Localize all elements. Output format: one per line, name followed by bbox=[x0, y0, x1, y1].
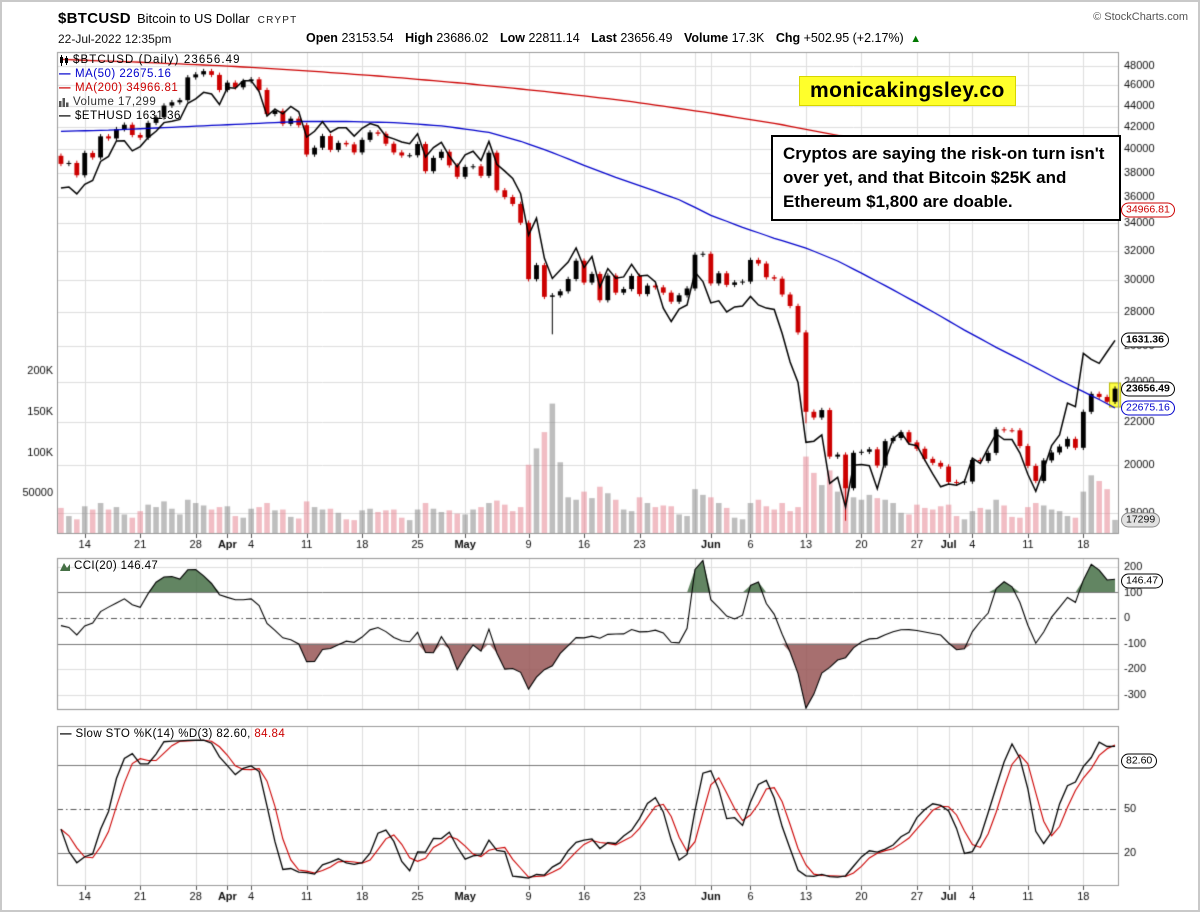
quote-high-label: High bbox=[405, 31, 433, 45]
up-arrow-icon: ▲ bbox=[910, 33, 922, 45]
volume-bars-icon bbox=[59, 97, 69, 107]
quote-last-label: Last bbox=[591, 31, 617, 45]
tag-ma200: 34966.81 bbox=[1121, 202, 1175, 218]
candlestick-icon bbox=[59, 54, 69, 66]
chart-datetime: 22-Jul-2022 12:35pm bbox=[58, 32, 172, 46]
quote-volume-value: 17.3K bbox=[731, 31, 765, 45]
quote-open-value: 23153.54 bbox=[341, 31, 394, 45]
cci-icon bbox=[60, 562, 70, 571]
tag-last: 23656.49 bbox=[1121, 381, 1175, 397]
legend-volume-text: Volume 17,299 bbox=[73, 96, 157, 108]
tag-ma50: 22675.16 bbox=[1121, 400, 1175, 416]
legend-ma200-row: — MA(200) 34966.81 bbox=[59, 81, 241, 95]
quote-low-label: Low bbox=[499, 31, 525, 45]
quote-volume-label: Volume bbox=[683, 31, 729, 45]
symbol: $BTCUSD bbox=[58, 10, 131, 27]
quote-bar: Open 23153.54 High 23686.02 Low 22811.14… bbox=[298, 31, 921, 45]
tag-volume: 17299 bbox=[1121, 512, 1161, 528]
quote-open-label: Open bbox=[306, 31, 338, 45]
quote-chg-value: +502.95 (+2.17%) bbox=[803, 31, 904, 45]
symbol-name: Bitcoin to US Dollar bbox=[136, 11, 250, 26]
copyright: © StockCharts.com bbox=[1093, 11, 1188, 23]
chart-header: $BTCUSD Bitcoin to US Dollar CRYPT bbox=[58, 10, 297, 28]
ma200-line-icon: — bbox=[59, 82, 71, 94]
quote-last-value: 23656.49 bbox=[620, 31, 673, 45]
quote-chg-label: Chg bbox=[775, 31, 801, 45]
legend-symbol-text: $BTCUSD (Daily) 23656.49 bbox=[73, 54, 241, 66]
watermark-annotation: monicakingsley.co bbox=[799, 76, 1016, 106]
commentary-annotation: Cryptos are saying the risk-on turn isn'… bbox=[771, 135, 1121, 222]
legend-ma50-text: MA(50) 22675.16 bbox=[75, 68, 172, 80]
tag-eth: 1631.36 bbox=[1121, 332, 1169, 348]
main-chart-legend: $BTCUSD (Daily) 23656.49 — MA(50) 22675.… bbox=[59, 53, 241, 123]
tag-sto: 82.60 bbox=[1121, 753, 1158, 769]
quote-low-value: 22811.14 bbox=[528, 31, 580, 45]
legend-volume-row: Volume 17,299 bbox=[59, 95, 241, 109]
legend-eth-text: $ETHUSD 1631.36 bbox=[75, 110, 181, 122]
ma50-line-icon: — bbox=[59, 68, 71, 80]
quote-high-value: 23686.02 bbox=[436, 31, 489, 45]
exchange-label: CRYPT bbox=[257, 15, 298, 26]
tag-cci: 146.47 bbox=[1121, 573, 1164, 589]
sto-legend-black: Slow STO %K(14) %D(3) 82.60, bbox=[75, 728, 251, 740]
sto-panel-legend: — Slow STO %K(14) %D(3) 82.60, 84.84 bbox=[60, 728, 285, 740]
legend-eth-row: — $ETHUSD 1631.36 bbox=[59, 109, 241, 123]
cci-legend-text: CCI(20) 146.47 bbox=[74, 560, 159, 572]
eth-line-icon: — bbox=[59, 110, 71, 122]
cci-panel-legend: CCI(20) 146.47 bbox=[60, 560, 158, 572]
sto-legend-red: 84.84 bbox=[254, 728, 286, 740]
legend-ma200-text: MA(200) 34966.81 bbox=[75, 82, 179, 94]
legend-symbol-row: $BTCUSD (Daily) 23656.49 bbox=[59, 53, 241, 67]
legend-ma50-row: — MA(50) 22675.16 bbox=[59, 67, 241, 81]
sto-line-icon: — bbox=[60, 728, 72, 740]
